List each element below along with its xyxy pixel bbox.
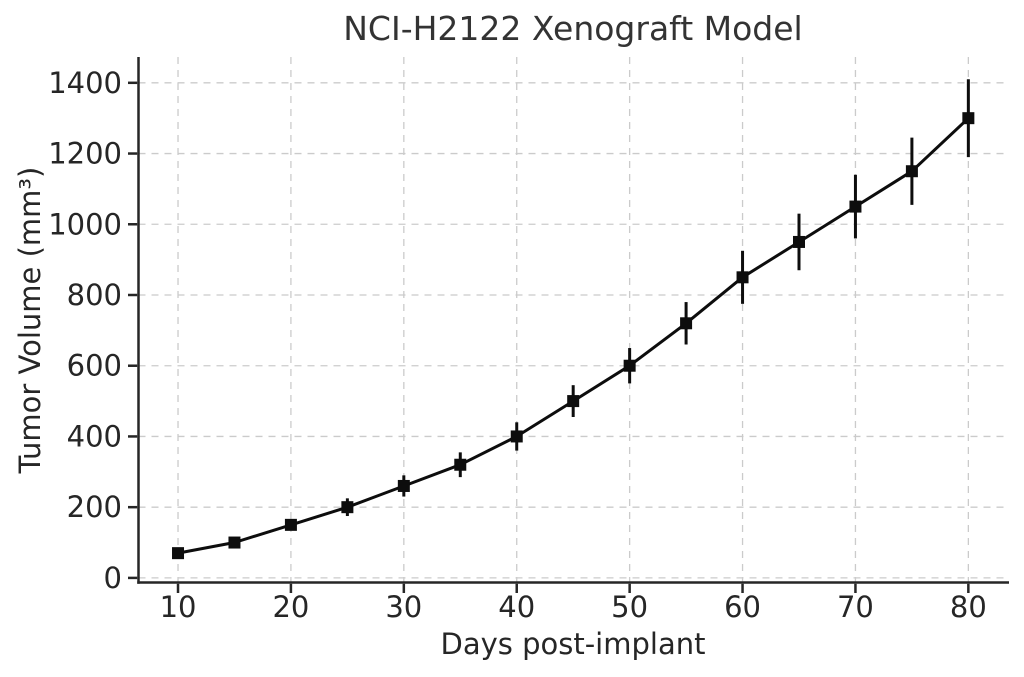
- x-tick-label-50: 50: [611, 590, 648, 624]
- chart-title: NCI-H2122 Xenograft Model: [343, 9, 802, 48]
- data-point-day-60: [736, 271, 749, 284]
- x-tick-label-60: 60: [724, 590, 761, 624]
- data-point-day-10: [172, 547, 185, 560]
- x-tick-label-80: 80: [950, 590, 987, 624]
- data-point-day-20: [284, 518, 297, 531]
- x-tick-label-10: 10: [160, 590, 197, 624]
- data-point-day-25: [341, 501, 354, 514]
- y-tick-label-400: 400: [67, 419, 122, 453]
- x-tick-label-20: 20: [272, 590, 309, 624]
- y-tick-label-1400: 1400: [48, 66, 122, 100]
- data-point-day-40: [510, 430, 523, 443]
- x-tick-label-70: 70: [837, 590, 874, 624]
- y-tick-label-1000: 1000: [48, 207, 122, 241]
- y-tick-label-800: 800: [67, 278, 122, 312]
- data-point-day-30: [397, 479, 410, 492]
- y-tick-label-600: 600: [67, 349, 122, 383]
- data-point-day-70: [849, 200, 862, 213]
- y-tick-label-0: 0: [104, 561, 122, 595]
- x-tick-label-30: 30: [385, 590, 422, 624]
- data-point-day-80: [962, 112, 975, 125]
- x-tick-label-40: 40: [498, 590, 535, 624]
- data-point-day-65: [792, 235, 805, 248]
- grid-layer: [138, 57, 1009, 583]
- axes-layer: 10 20 30 40 50 60 70 80020040060080010001200140…: [48, 57, 1009, 624]
- data-point-day-55: [680, 317, 693, 330]
- y-axis-label: Tumor Volume (mm³): [13, 167, 47, 475]
- y-tick-label-1200: 1200: [48, 137, 122, 171]
- data-point-day-15: [228, 536, 241, 549]
- data-point-day-50: [623, 359, 636, 372]
- y-tick-label-200: 200: [67, 490, 122, 524]
- series-line: [176, 116, 970, 555]
- x-axis-label: Days post-implant: [441, 627, 706, 661]
- data-point-day-75: [905, 165, 918, 178]
- data-point-day-45: [567, 395, 580, 408]
- data-point-day-35: [454, 458, 467, 471]
- data-series-layer: [172, 79, 975, 560]
